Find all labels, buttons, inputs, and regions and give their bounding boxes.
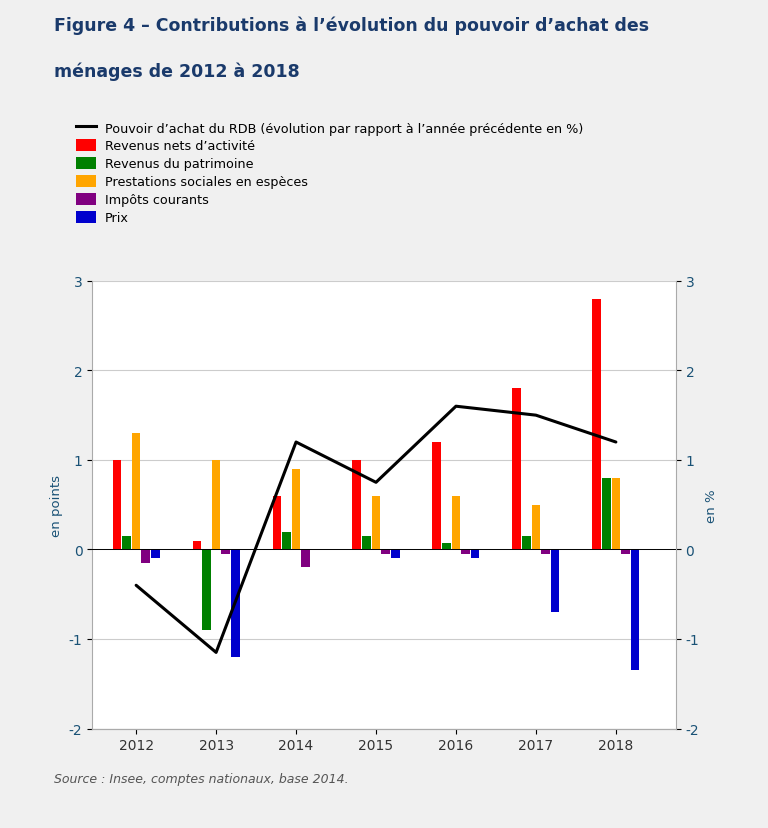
Bar bbox=[113, 460, 121, 550]
Bar bbox=[602, 479, 611, 550]
Bar bbox=[522, 537, 531, 550]
Bar bbox=[193, 541, 201, 550]
Bar bbox=[282, 532, 291, 550]
Bar bbox=[452, 496, 460, 550]
Bar bbox=[391, 550, 399, 559]
Y-axis label: en points: en points bbox=[50, 474, 63, 536]
Bar bbox=[141, 550, 150, 563]
Bar bbox=[442, 543, 451, 550]
Bar bbox=[202, 550, 210, 630]
Bar bbox=[273, 496, 281, 550]
Bar bbox=[432, 442, 441, 550]
Bar bbox=[353, 460, 361, 550]
Text: Source : Insee, comptes nationaux, base 2014.: Source : Insee, comptes nationaux, base … bbox=[54, 772, 349, 785]
Bar bbox=[212, 460, 220, 550]
Bar bbox=[301, 550, 310, 568]
Text: ménages de 2012 à 2018: ménages de 2012 à 2018 bbox=[54, 62, 300, 80]
Bar bbox=[471, 550, 479, 559]
Bar bbox=[592, 300, 601, 550]
Bar bbox=[531, 505, 540, 550]
Bar bbox=[151, 550, 160, 559]
Bar bbox=[541, 550, 550, 554]
Bar bbox=[231, 550, 240, 657]
Bar bbox=[631, 550, 640, 671]
Bar bbox=[381, 550, 390, 554]
Y-axis label: en %: en % bbox=[705, 489, 718, 522]
Bar bbox=[122, 537, 131, 550]
Bar bbox=[462, 550, 470, 554]
Bar bbox=[292, 469, 300, 550]
Bar bbox=[221, 550, 230, 554]
Text: Figure 4 – Contributions à l’évolution du pouvoir d’achat des: Figure 4 – Contributions à l’évolution d… bbox=[54, 17, 649, 35]
Bar bbox=[372, 496, 380, 550]
Bar bbox=[621, 550, 630, 554]
Bar bbox=[611, 479, 621, 550]
Bar bbox=[551, 550, 559, 613]
Legend: Pouvoir d’achat du RDB (évolution par rapport à l’année précédente en %), Revenu: Pouvoir d’achat du RDB (évolution par ra… bbox=[75, 123, 583, 225]
Bar bbox=[362, 537, 371, 550]
Bar bbox=[512, 389, 521, 550]
Bar bbox=[132, 434, 141, 550]
